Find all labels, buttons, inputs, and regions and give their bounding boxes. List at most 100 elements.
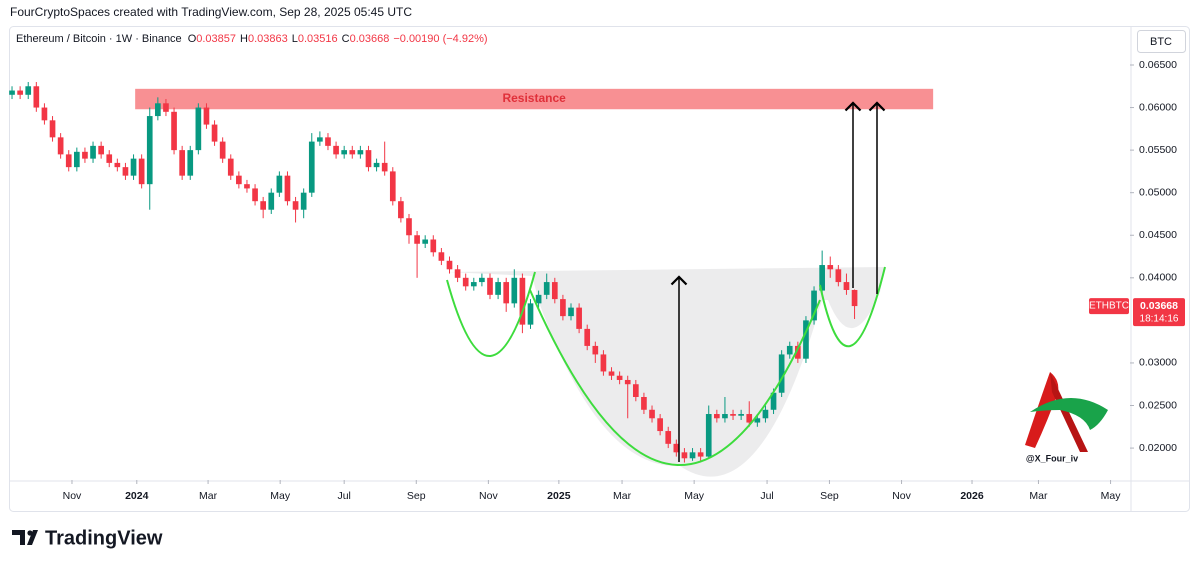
- last-price-box: [1133, 298, 1185, 327]
- candle-body: [803, 320, 809, 359]
- candle-body: [138, 158, 145, 185]
- candle-body: [519, 277, 526, 325]
- candle-body: [74, 151, 80, 168]
- candle-body: [227, 158, 234, 176]
- candle-body: [689, 452, 696, 459]
- candle-body: [195, 107, 202, 151]
- ohlc-value: 0.03668: [350, 33, 390, 45]
- candle-body: [811, 290, 817, 321]
- ohlc-value: 0.03516: [298, 33, 338, 45]
- candle-body: [762, 409, 769, 419]
- candle-body: [584, 328, 591, 346]
- y-tick-label: 0.02500: [1139, 399, 1177, 411]
- last-price: 0.03668: [1140, 300, 1178, 312]
- candle-body: [414, 235, 420, 244]
- candle-body: [714, 414, 720, 419]
- x-tick-label: Nov: [892, 490, 911, 502]
- countdown: 18:14:16: [1140, 314, 1179, 325]
- target-arrows: [670, 101, 886, 462]
- candle-body: [260, 201, 266, 210]
- x-tick-label: Sep: [820, 490, 839, 502]
- currency-button[interactable]: [1137, 30, 1186, 53]
- candle-body: [130, 158, 137, 176]
- symbol: Ethereum / Bitcoin · 1W · Binance: [16, 33, 182, 45]
- candle-body: [389, 171, 396, 202]
- candle-body: [373, 162, 380, 168]
- candle-body: [146, 116, 153, 185]
- candle-body: [535, 294, 542, 304]
- main-cup-curve: [529, 289, 821, 466]
- candle-body: [41, 107, 48, 121]
- x-tick-label: May: [270, 490, 291, 502]
- watermark-logo: @X_Four_iv: [1025, 372, 1108, 463]
- footer-logo: TradingView: [12, 527, 163, 549]
- candle-body: [25, 86, 32, 95]
- candle-body: [470, 282, 477, 287]
- candle-body: [786, 345, 793, 355]
- candle-body: [244, 184, 250, 189]
- candle-body: [479, 277, 485, 283]
- candle-body: [381, 162, 388, 172]
- candle-body: [827, 265, 834, 270]
- candle-body: [187, 150, 194, 176]
- y-tick-label: 0.05500: [1139, 144, 1177, 156]
- y-tick-label: 0.04000: [1139, 272, 1177, 284]
- candle-body: [9, 90, 15, 95]
- right-cup-curve: [819, 266, 886, 348]
- x-tick-label: Mar: [613, 490, 632, 502]
- candle-body: [746, 414, 753, 423]
- candle-body: [155, 103, 161, 117]
- candle-body: [446, 260, 453, 270]
- candle-body: [82, 151, 88, 159]
- candle-body: [462, 277, 469, 287]
- y-tick-label: 0.03000: [1139, 357, 1177, 369]
- candle-body: [252, 188, 258, 202]
- candle-body: [308, 141, 315, 193]
- candle-body: [616, 375, 623, 380]
- candle-body: [600, 354, 607, 372]
- pattern-curves: [446, 266, 886, 466]
- candle-body: [57, 137, 64, 155]
- candle-body: [568, 307, 574, 317]
- symbol-tag: ETHBTC: [1089, 301, 1129, 312]
- candle-body: [90, 145, 96, 159]
- candle-body: [357, 150, 364, 155]
- candle-body: [300, 192, 307, 210]
- candle-body: [738, 414, 744, 416]
- candle-body: [276, 175, 283, 193]
- candle-body: [649, 409, 655, 419]
- candle-body: [843, 282, 850, 290]
- candle-body: [268, 192, 275, 210]
- x-tick-label: May: [684, 490, 705, 502]
- candle-body: [17, 90, 23, 95]
- candle-body: [657, 418, 663, 432]
- ohlc-label: H: [240, 33, 248, 45]
- candle-body: [819, 265, 825, 291]
- legend-line: Ethereum / Bitcoin · 1W · Binance O0.0385…: [16, 33, 488, 45]
- candle-body: [527, 303, 534, 325]
- candle-body: [325, 137, 331, 146]
- candle-body: [632, 384, 639, 397]
- ohlc-value: 0.03857: [196, 33, 236, 45]
- candle-body: [365, 150, 372, 168]
- cup-area: [447, 267, 885, 477]
- candle-body: [681, 452, 688, 459]
- candle-body: [795, 345, 801, 359]
- candle-body: [398, 201, 404, 219]
- chart-frame: [9, 26, 1190, 512]
- candle-body: [422, 239, 429, 244]
- candle-body: [98, 145, 104, 155]
- candle-body: [576, 307, 582, 329]
- candle-body: [608, 371, 615, 376]
- brand: TradingView: [45, 527, 163, 549]
- candle-body: [333, 145, 339, 155]
- x-tick-label: 2024: [125, 490, 149, 502]
- currency[interactable]: BTC: [1150, 36, 1172, 48]
- y-tick-label: 0.04500: [1139, 229, 1177, 241]
- candle-body: [722, 414, 728, 419]
- candle-body: [697, 452, 704, 457]
- candle-body: [754, 418, 761, 423]
- candle-body: [551, 282, 558, 300]
- y-tick-label: 0.02000: [1139, 442, 1177, 454]
